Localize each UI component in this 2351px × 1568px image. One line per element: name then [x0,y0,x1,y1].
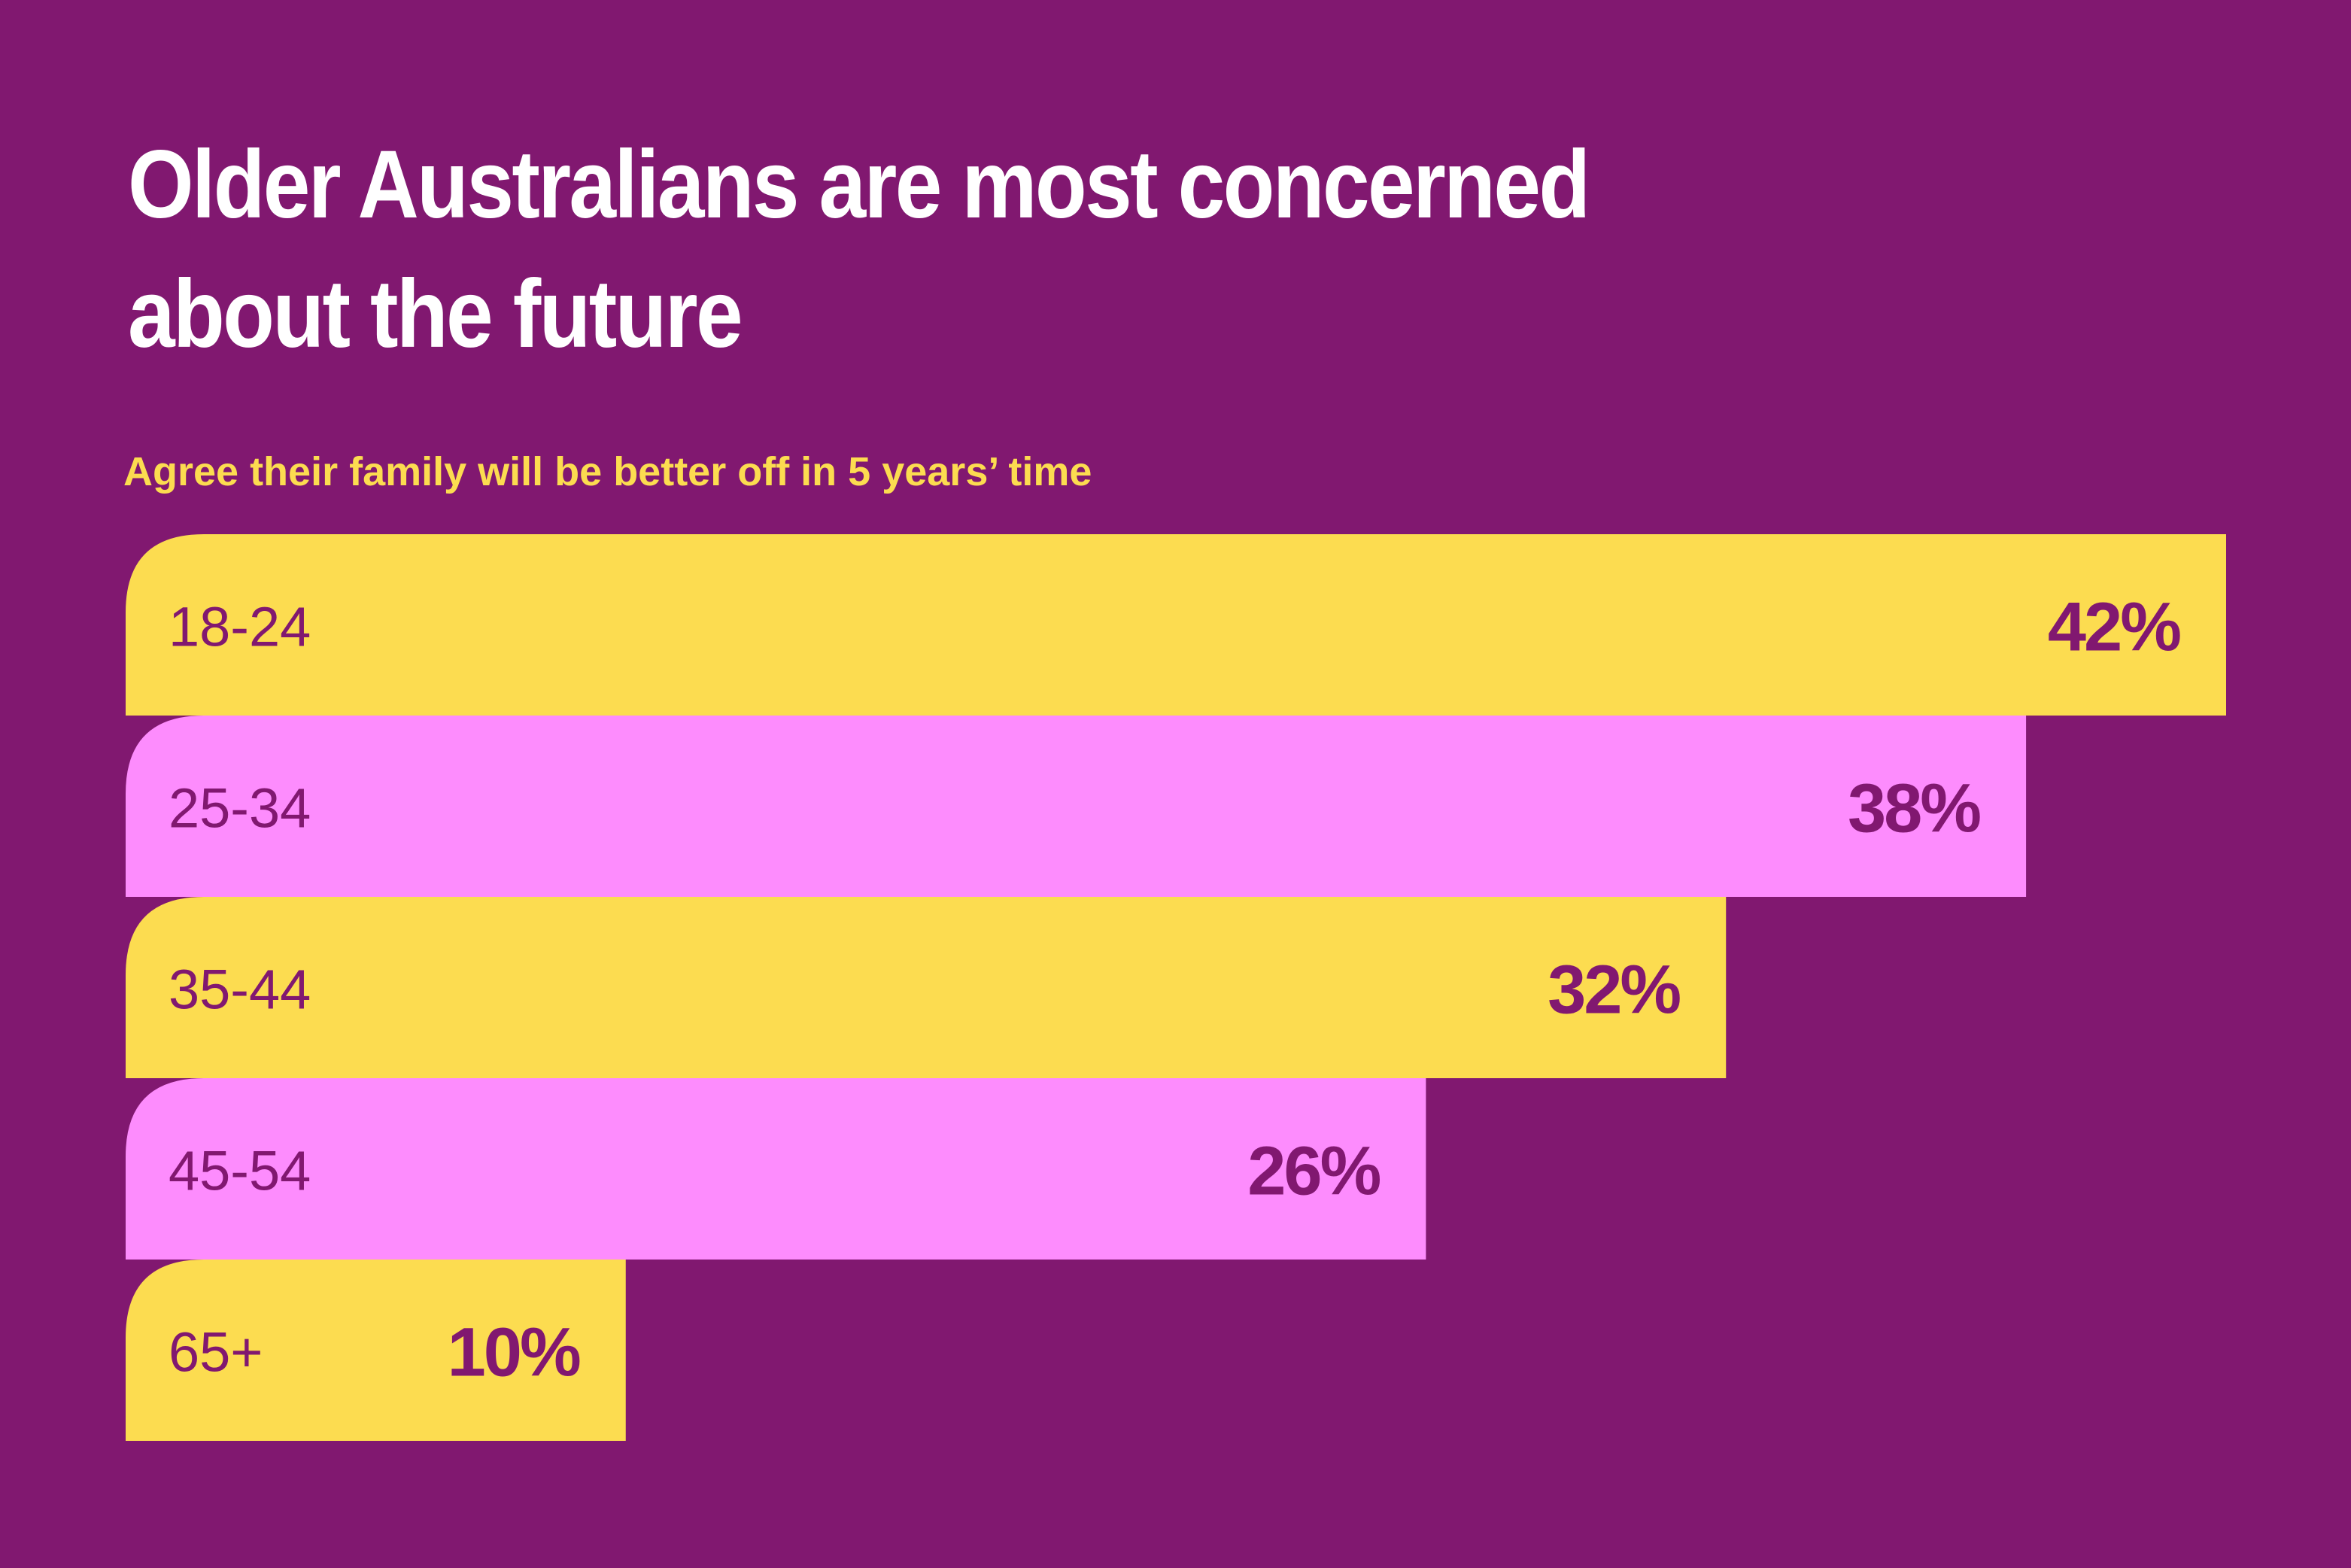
chart-title: Older Australians are most concerned abo… [128,120,1783,379]
bar-35-44 [126,897,1727,1078]
category-label: 45-54 [169,1140,311,1202]
value-label: 26% [1247,1133,1380,1210]
category-label: 65+ [169,1321,263,1384]
category-label: 25-34 [169,777,311,840]
chart-subtitle: Agree their family will be better off in… [123,449,1092,494]
chart-title-line-2: about the future [128,260,743,368]
category-label: 18-24 [169,596,311,658]
bar-65+ [126,1260,626,1441]
bar-45-54 [126,1078,1426,1260]
bar-25-34 [126,716,2027,897]
value-label: 38% [1848,770,1980,847]
value-label: 10% [448,1314,580,1391]
value-label: 42% [2048,589,2180,666]
category-label: 35-44 [169,959,311,1021]
bar-18-24 [126,534,2226,716]
value-label: 32% [1548,952,1680,1029]
chart-title-line-1: Older Australians are most concerned [128,131,1590,239]
